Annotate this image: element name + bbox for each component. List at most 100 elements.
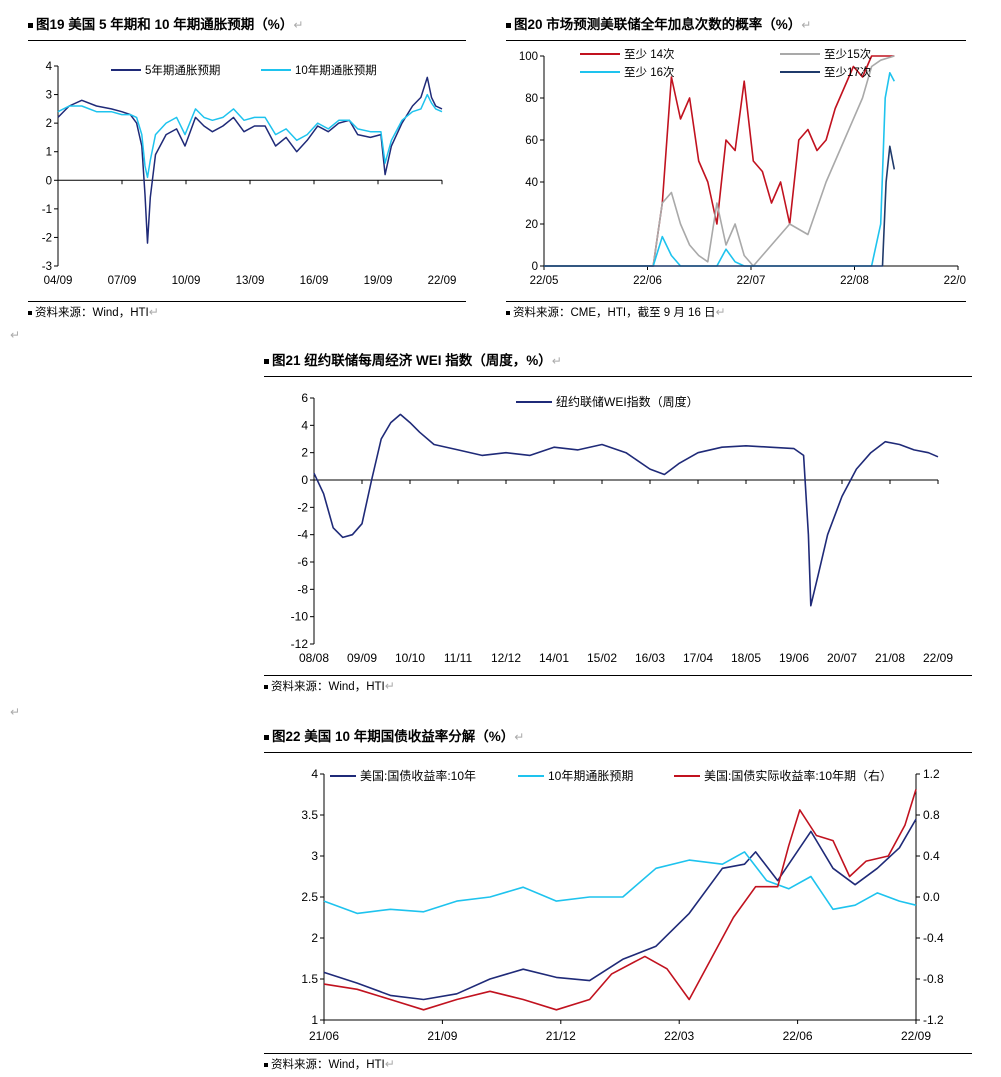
legend-label: 10年期通胀预期 xyxy=(295,63,377,77)
x-tick-label: 15/02 xyxy=(587,651,617,665)
x-tick-label: 09/09 xyxy=(347,651,377,665)
y2-tick-label: -1.2 xyxy=(923,1013,944,1027)
fig20-source: 资料来源：CME，HTI，截至 9 月 16 日↵ xyxy=(506,304,726,320)
x-tick-label: 21/08 xyxy=(875,651,905,665)
y-tick-label: 0 xyxy=(46,175,52,187)
legend-label: 至少 14次 xyxy=(624,47,675,61)
y-tick-label: 2 xyxy=(46,118,52,130)
series-line-1 xyxy=(57,76,443,244)
y-tick-label: 6 xyxy=(301,391,308,405)
series-line-4 xyxy=(544,145,896,267)
y-tick-label: -2 xyxy=(297,500,308,514)
y-tick-label: 3 xyxy=(46,90,52,102)
x-tick-label: 16/09 xyxy=(300,275,329,287)
x-tick-label: 22/09 xyxy=(944,275,966,287)
x-tick-label: 21/12 xyxy=(546,1029,576,1043)
fig19-panel: 图19 美国 5 年期和 10 年期通胀预期（%）↵ -3 -2 -1 0 1 2 3 4 04… xyxy=(28,10,466,320)
y-tick-label: 20 xyxy=(525,219,538,231)
x-tick-label: 21/06 xyxy=(309,1029,339,1043)
y-tick-label: 40 xyxy=(525,177,538,189)
x-tick-label: 22/09 xyxy=(428,275,457,287)
y-tick-label: 1.5 xyxy=(301,972,318,986)
y-tick-label: 0 xyxy=(301,473,308,487)
x-tick-label: 22/06 xyxy=(783,1029,813,1043)
y-tick-label: 100 xyxy=(519,51,538,63)
x-tick-label: 19/06 xyxy=(779,651,809,665)
fig22-title: 图22 美国 10 年期国债收益率分解（%）↵ xyxy=(264,728,524,746)
y2-tick-label: 0.0 xyxy=(923,890,940,904)
y-tick-label: 1 xyxy=(311,1013,318,1027)
fig20-title: 图20 市场预测美联储全年加息次数的概率（%）↵ xyxy=(506,16,811,34)
fig19-title: 图19 美国 5 年期和 10 年期通胀预期（%）↵ xyxy=(28,16,303,34)
y-tick-label: 4 xyxy=(46,61,53,73)
legend-label: 至少15次 xyxy=(824,47,872,61)
y-tick-label: 0 xyxy=(532,261,538,273)
series-line-3 xyxy=(323,789,917,1011)
x-tick-label: 12/12 xyxy=(491,651,521,665)
x-tick-label: 11/11 xyxy=(444,651,473,665)
y-tick-label: 4 xyxy=(311,767,318,781)
x-tick-label: 13/09 xyxy=(236,275,265,287)
fig19-chart: -3 -2 -1 0 1 2 3 4 04/09 07/09 10/09 13/09 16/09 19/0… xyxy=(42,61,457,287)
series-line-3 xyxy=(544,72,896,267)
y2-tick-label: 1.2 xyxy=(923,767,940,781)
fig22-chart: 1 1.5 2 2.5 3 3.5 4 -1.2 -0.8 -0.4 0.0 0.4 0.8 1.2 21/… xyxy=(301,767,944,1043)
legend-label: 美国:国债收益率:10年 xyxy=(360,768,476,783)
x-tick-label: 18/05 xyxy=(731,651,761,665)
series-line-1 xyxy=(323,818,917,1001)
y-tick-label: -12 xyxy=(291,637,309,651)
y-tick-label: -10 xyxy=(291,610,309,624)
legend-label: 至少17次 xyxy=(824,65,872,79)
fig21-panel: 图21 纽约联储每周经济 WEI 指数（周度，%）↵ -12 -10 -8 -6 -4 -… xyxy=(264,346,972,698)
x-tick-label: 22/08 xyxy=(840,275,869,287)
y-tick-label: -6 xyxy=(297,555,308,569)
x-tick-label: 17/04 xyxy=(683,651,713,665)
x-tick-label: 22/09 xyxy=(923,651,953,665)
legend-label: 美国:国债实际收益率:10年期（右） xyxy=(704,768,892,783)
x-tick-label: 14/01 xyxy=(539,651,569,665)
series-line-2 xyxy=(544,55,895,267)
fig21-title: 图21 纽约联储每周经济 WEI 指数（周度，%）↵ xyxy=(264,352,562,370)
y2-tick-label: -0.4 xyxy=(923,931,944,945)
x-tick-label: 22/09 xyxy=(901,1029,931,1043)
y2-tick-label: 0.8 xyxy=(923,808,940,822)
x-tick-label: 22/05 xyxy=(530,275,559,287)
x-tick-label: 07/09 xyxy=(108,275,137,287)
legend-label: 纽约联储WEI指数（周度） xyxy=(556,394,699,409)
y-tick-label: -8 xyxy=(297,582,308,596)
x-tick-label: 10/10 xyxy=(395,651,425,665)
y-tick-label: -4 xyxy=(297,528,308,542)
y2-tick-label: 0.4 xyxy=(923,849,940,863)
series-line-1 xyxy=(544,55,895,267)
y-tick-label: -1 xyxy=(42,204,52,216)
y-tick-label: 1 xyxy=(46,147,52,159)
y-tick-label: 60 xyxy=(525,135,538,147)
x-tick-label: 22/06 xyxy=(633,275,662,287)
y2-tick-label: -0.8 xyxy=(923,972,944,986)
x-tick-label: 16/03 xyxy=(635,651,665,665)
legend-label: 至少 16次 xyxy=(624,65,675,79)
x-tick-label: 22/07 xyxy=(737,275,766,287)
x-tick-label: 10/09 xyxy=(172,275,201,287)
legend-label: 10年期通胀预期 xyxy=(548,769,633,783)
fig20-panel: 图20 市场预测美联储全年加息次数的概率（%）↵ 0 20 40 60 80 100 22/… xyxy=(506,10,966,320)
y-tick-label: 80 xyxy=(525,93,538,105)
fig22-source: 资料来源：Wind，HTI↵ xyxy=(264,1056,395,1072)
fig22-panel: 图22 美国 10 年期国债收益率分解（%）↵ 1 1.5 2 2.5 3 3.5 4 -1.… xyxy=(264,722,972,1074)
x-tick-label: 22/03 xyxy=(664,1029,694,1043)
fig21-source: 资料来源：Wind，HTI↵ xyxy=(264,678,395,694)
y-tick-label: 3 xyxy=(311,849,318,863)
series-line-1 xyxy=(313,413,939,607)
y-tick-label: 4 xyxy=(301,418,308,432)
series-line-2 xyxy=(57,93,443,179)
x-tick-label: 19/09 xyxy=(364,275,393,287)
y-tick-label: -3 xyxy=(42,261,52,273)
x-tick-label: 04/09 xyxy=(44,275,73,287)
return-mark: ↵ xyxy=(10,705,21,719)
y-tick-label: 2 xyxy=(311,931,318,945)
y-tick-label: 3.5 xyxy=(301,808,318,822)
series-line-2 xyxy=(323,851,917,915)
y-tick-label: 2 xyxy=(301,446,308,460)
x-tick-label: 20/07 xyxy=(827,651,857,665)
fig21-chart: -12 -10 -8 -6 -4 -2 0 2 4 6 08/08 09/09 10/10 11/11 12… xyxy=(291,391,954,665)
